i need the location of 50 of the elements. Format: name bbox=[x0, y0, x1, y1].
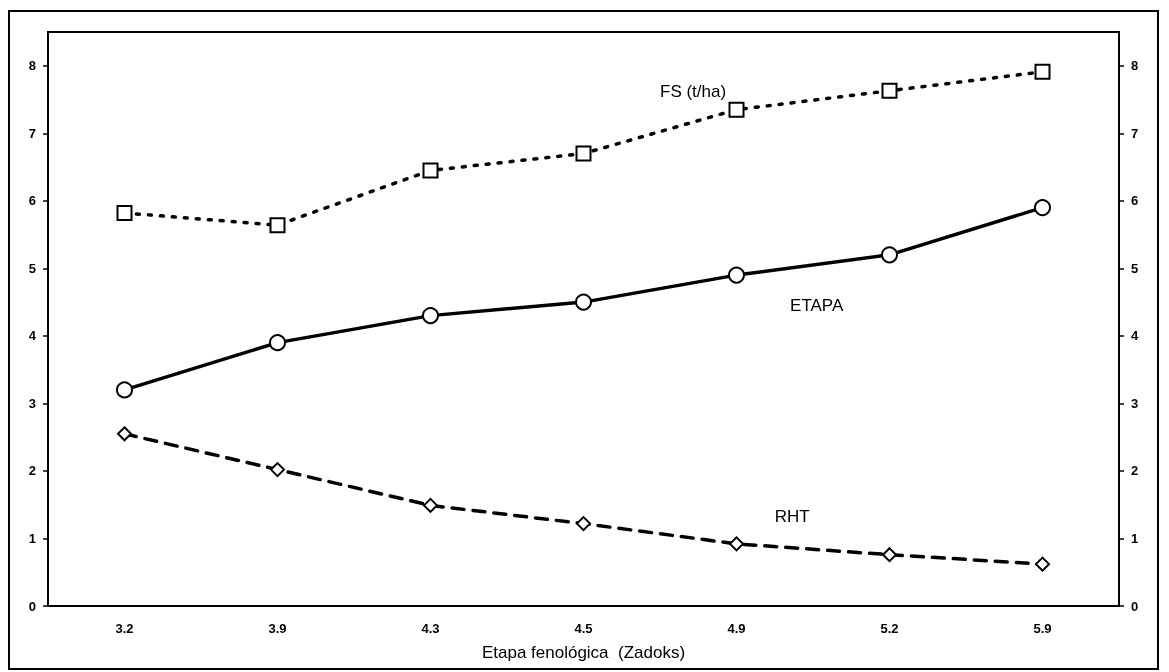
x-tick-label: 3.2 bbox=[115, 621, 134, 636]
x-tick-label: 5.9 bbox=[1033, 621, 1052, 636]
y-tick-label: 1 bbox=[28, 530, 36, 546]
series-label: FS (t/ha) bbox=[660, 81, 727, 101]
y2-tick-label: 3 bbox=[1131, 395, 1139, 411]
point bbox=[117, 426, 132, 442]
x-tick-label: 4.5 bbox=[574, 621, 593, 636]
y-tick-label: 8 bbox=[28, 58, 36, 74]
point bbox=[882, 547, 897, 563]
y-tick-label: 7 bbox=[28, 125, 36, 141]
y2-tick-label: 1 bbox=[1131, 530, 1139, 546]
point bbox=[728, 266, 745, 284]
point bbox=[575, 145, 592, 162]
y-tick-label: 3 bbox=[28, 395, 36, 411]
y2-tick-label: 7 bbox=[1131, 125, 1139, 141]
point bbox=[1035, 556, 1050, 572]
point bbox=[1034, 63, 1051, 80]
y-tick-label: 4 bbox=[28, 328, 37, 344]
y2-tick-label: 4 bbox=[1131, 328, 1139, 344]
x-tick-label: 5.2 bbox=[880, 621, 899, 636]
point bbox=[728, 101, 745, 118]
y2-tick-label: 6 bbox=[1131, 193, 1139, 209]
y-tick-label: 6 bbox=[28, 193, 36, 209]
y-tick-label: 2 bbox=[28, 463, 36, 479]
point bbox=[116, 204, 133, 221]
point bbox=[1034, 199, 1051, 217]
x-axis-title: Etapa fenológica (Zadoks) bbox=[481, 643, 686, 662]
point bbox=[269, 217, 286, 234]
y-tick-label: 5 bbox=[28, 260, 36, 276]
point bbox=[575, 293, 592, 311]
series-label: RHT bbox=[774, 506, 810, 526]
y-tick-label: 0 bbox=[28, 598, 36, 614]
point bbox=[576, 516, 591, 532]
y2-tick-label: 5 bbox=[1131, 260, 1139, 276]
y2-tick-label: 0 bbox=[1131, 598, 1139, 614]
point bbox=[422, 307, 439, 325]
x-tick-label: 4.9 bbox=[727, 621, 746, 636]
point bbox=[423, 497, 438, 513]
x-tick-label: 3.9 bbox=[268, 621, 287, 636]
point bbox=[881, 82, 898, 99]
point bbox=[116, 381, 133, 399]
x-tick-label: 4.3 bbox=[421, 621, 440, 636]
point bbox=[270, 462, 285, 478]
y2-tick-label: 8 bbox=[1131, 58, 1139, 74]
point bbox=[729, 536, 744, 552]
y2-tick-label: 2 bbox=[1131, 463, 1139, 479]
point bbox=[422, 162, 439, 179]
point bbox=[881, 246, 898, 264]
series-label: ETAPA bbox=[790, 295, 844, 315]
point bbox=[269, 334, 286, 352]
